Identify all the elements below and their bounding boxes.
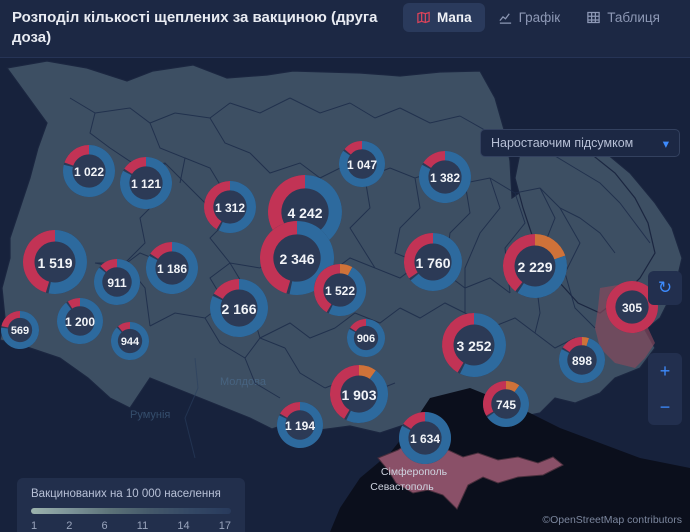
svg-text:1 382: 1 382: [430, 171, 460, 185]
svg-text:898: 898: [572, 354, 592, 368]
svg-text:4 242: 4 242: [287, 205, 322, 221]
svg-text:Севастополь: Севастополь: [370, 481, 434, 493]
svg-text:1 522: 1 522: [325, 284, 355, 298]
svg-text:1 903: 1 903: [341, 387, 376, 403]
svg-text:Сімферополь: Сімферополь: [381, 466, 448, 478]
svg-text:906: 906: [357, 333, 375, 345]
svg-text:1 121: 1 121: [131, 177, 161, 191]
svg-text:569: 569: [11, 325, 29, 337]
svg-text:745: 745: [496, 398, 516, 412]
svg-text:Румунія: Румунія: [130, 409, 170, 421]
svg-text:2 346: 2 346: [279, 251, 314, 267]
svg-text:1 194: 1 194: [285, 419, 315, 433]
svg-text:1 022: 1 022: [74, 165, 104, 179]
svg-text:2 229: 2 229: [517, 259, 552, 275]
svg-text:944: 944: [121, 336, 140, 348]
svg-text:305: 305: [622, 301, 642, 315]
svg-text:1 047: 1 047: [347, 158, 377, 172]
svg-text:1 760: 1 760: [415, 255, 450, 271]
svg-text:1 634: 1 634: [410, 432, 440, 446]
svg-text:1 519: 1 519: [37, 255, 72, 271]
svg-text:1 312: 1 312: [215, 201, 245, 215]
svg-text:911: 911: [107, 276, 127, 290]
svg-text:1 200: 1 200: [65, 315, 95, 329]
svg-text:3 252: 3 252: [456, 338, 491, 354]
svg-text:2 166: 2 166: [221, 301, 256, 317]
svg-text:1 186: 1 186: [157, 262, 187, 276]
